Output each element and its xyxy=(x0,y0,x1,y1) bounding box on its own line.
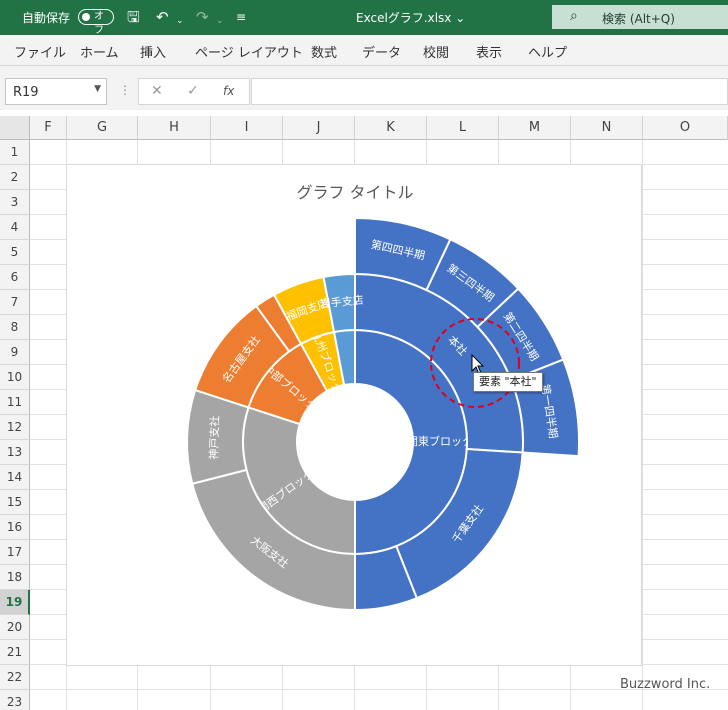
row-header[interactable]: 11 xyxy=(0,390,30,415)
column-header[interactable]: L xyxy=(427,116,499,140)
autosave-label: 自動保存 xyxy=(22,11,71,25)
middle-ring-label: 神戸支社 xyxy=(206,415,221,459)
enter-icon[interactable]: ✓ xyxy=(187,83,199,99)
row-header[interactable]: 10 xyxy=(0,365,30,390)
row-header[interactable]: 20 xyxy=(0,615,30,640)
tab-file[interactable]: ファイル xyxy=(14,46,67,61)
column-header[interactable]: J xyxy=(283,116,355,140)
column-header[interactable]: G xyxy=(67,116,138,140)
middle-ring-label: 岩手支店 xyxy=(319,293,364,311)
toggle-knob xyxy=(82,13,90,21)
chart-area[interactable]: グラフ タイトル 関東ブロック 関西ブロック 中部ブロック 九州ブロック 本社 千葉支社大… xyxy=(66,164,642,666)
redo-dropdown-icon[interactable]: ⌄ xyxy=(216,16,224,26)
ribbon-tabs: ファイル ホーム 挿入 ページ レイアウト 数式 データ 校閲 表示 ヘルプ xyxy=(0,35,728,66)
row-header[interactable]: 12 xyxy=(0,415,30,440)
row-header[interactable]: 17 xyxy=(0,540,30,565)
search-box[interactable]: ⌕ 検索 (Alt+Q) xyxy=(552,5,728,29)
row-header[interactable]: 8 xyxy=(0,315,30,340)
name-box-value: R19 xyxy=(13,85,39,100)
formula-buttons: ✕ ✓ fx xyxy=(138,78,250,105)
gridline-horizontal xyxy=(30,689,728,690)
column-header[interactable]: I xyxy=(211,116,283,140)
column-header[interactable]: O xyxy=(643,116,728,140)
inner-ring-label: 関東ブロック xyxy=(407,434,473,448)
name-box-dropdown-icon[interactable]: ▼ xyxy=(94,84,101,94)
redo-icon[interactable]: ↷ xyxy=(196,8,209,26)
tab-insert[interactable]: 挿入 xyxy=(140,46,167,61)
chart-title[interactable]: グラフ タイトル xyxy=(296,183,414,202)
row-header[interactable]: 15 xyxy=(0,490,30,515)
select-all-corner[interactable] xyxy=(0,116,30,140)
column-header[interactable]: M xyxy=(499,116,571,140)
search-icon: ⌕ xyxy=(570,8,578,24)
formula-bar-grip-icon: ⋮ xyxy=(119,83,131,97)
row-header[interactable]: 7 xyxy=(0,290,30,315)
document-title[interactable]: Excelグラフ.xlsx ⌄ xyxy=(356,11,466,25)
row-header[interactable]: 4 xyxy=(0,215,30,240)
save-icon[interactable]: 🖫 xyxy=(127,8,140,26)
tab-data[interactable]: データ xyxy=(362,46,402,61)
ribbon-gap xyxy=(0,66,728,76)
formula-bar: R19 ▼ ⋮ ✕ ✓ fx xyxy=(0,76,728,110)
row-header[interactable]: 19 xyxy=(0,590,30,615)
row-header[interactable]: 18 xyxy=(0,565,30,590)
row-header[interactable]: 21 xyxy=(0,640,30,665)
highlight-circle xyxy=(430,318,520,408)
row-header[interactable]: 3 xyxy=(0,190,30,215)
autosave-state: オフ xyxy=(94,11,104,36)
row-header[interactable]: 2 xyxy=(0,165,30,190)
insert-function-icon[interactable]: fx xyxy=(223,84,235,98)
undo-icon[interactable]: ↶ xyxy=(156,8,169,26)
tab-formulas[interactable]: 数式 xyxy=(311,46,338,61)
middle-ring-segment[interactable] xyxy=(322,272,356,334)
undo-dropdown-icon[interactable]: ⌄ xyxy=(176,16,184,26)
tab-help[interactable]: ヘルプ xyxy=(528,46,568,61)
filename: Excelグラフ.xlsx xyxy=(356,11,452,25)
column-header[interactable]: H xyxy=(138,116,211,140)
tab-home[interactable]: ホーム xyxy=(80,46,119,61)
gridline-vertical xyxy=(642,140,643,710)
customize-toolbar-icon[interactable]: ≡ xyxy=(236,10,247,24)
column-header[interactable]: K xyxy=(355,116,427,140)
element-tooltip: 要素 "本社" xyxy=(473,372,543,392)
row-header[interactable]: 5 xyxy=(0,240,30,265)
column-header[interactable]: F xyxy=(30,116,67,140)
row-header[interactable]: 22 xyxy=(0,665,30,690)
row-header[interactable]: 23 xyxy=(0,690,30,710)
autosave-toggle[interactable]: オフ xyxy=(78,9,114,36)
tab-page-layout[interactable]: ページ レイアウト xyxy=(195,46,303,61)
cancel-icon[interactable]: ✕ xyxy=(151,83,163,99)
row-header[interactable]: 14 xyxy=(0,465,30,490)
watermark: Buzzword Inc. xyxy=(620,677,711,692)
search-label: 検索 (Alt+Q) xyxy=(602,12,675,26)
row-header[interactable]: 13 xyxy=(0,440,30,465)
tab-review[interactable]: 校閲 xyxy=(423,46,450,61)
column-header[interactable]: N xyxy=(571,116,643,140)
row-header[interactable]: 9 xyxy=(0,340,30,365)
tab-view[interactable]: 表示 xyxy=(476,46,503,61)
title-bar: 自動保存 オフ 🖫 ↶ ⌄ ↷ ⌄ ≡ Excelグラフ.xlsx ⌄ ⌕ 検索… xyxy=(0,0,728,36)
row-header[interactable]: 16 xyxy=(0,515,30,540)
name-box[interactable]: R19 ▼ xyxy=(5,78,107,105)
row-header[interactable]: 6 xyxy=(0,265,30,290)
row-header[interactable]: 1 xyxy=(0,140,30,165)
formula-input[interactable] xyxy=(251,78,728,105)
